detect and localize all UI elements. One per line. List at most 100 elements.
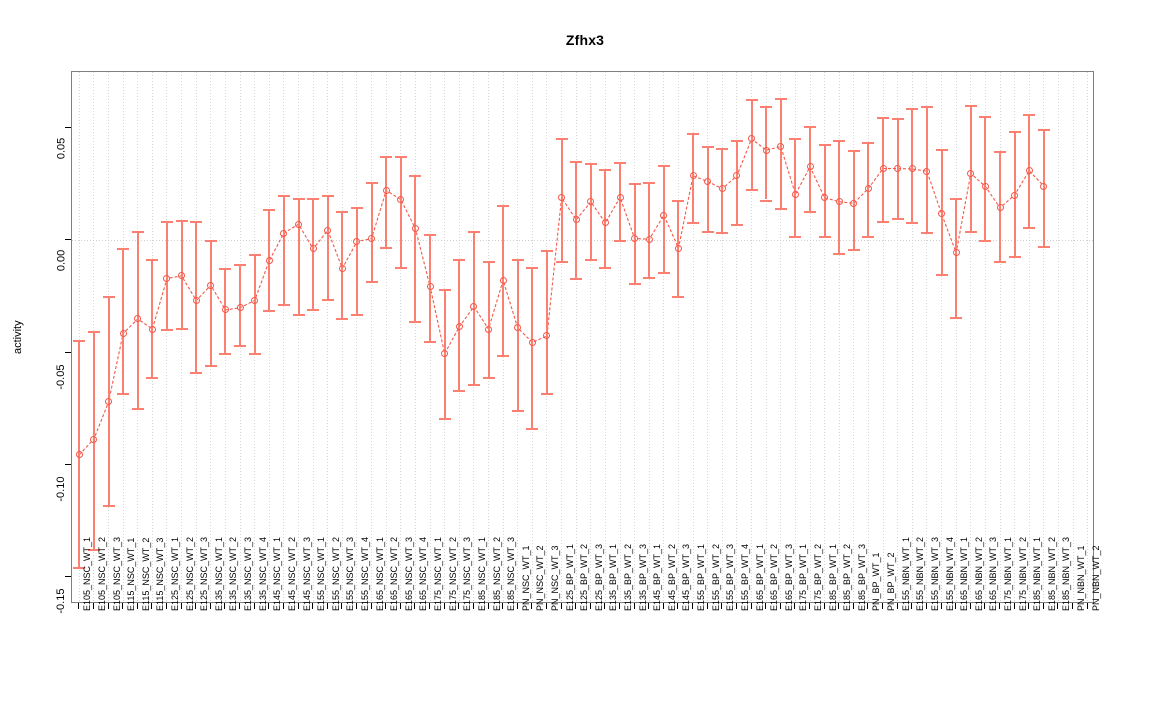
data-point[interactable] xyxy=(382,187,390,195)
data-point[interactable] xyxy=(704,178,712,186)
error-bar-cap-lower xyxy=(248,353,261,356)
data-point[interactable] xyxy=(397,196,405,203)
x-axis-tick-label: E115_NSC_WT_3 xyxy=(155,537,166,611)
error-bar-cap-upper xyxy=(672,199,685,202)
data-point[interactable] xyxy=(981,182,989,190)
data-point[interactable] xyxy=(324,226,332,234)
data-point[interactable] xyxy=(879,165,887,173)
data-point[interactable] xyxy=(938,210,946,218)
x-axis-tick xyxy=(677,603,679,609)
data-point[interactable] xyxy=(411,225,419,233)
data-point[interactable] xyxy=(265,257,273,265)
data-point[interactable] xyxy=(426,282,434,290)
grid-line-vertical xyxy=(268,72,270,602)
data-point[interactable] xyxy=(835,198,843,206)
error-bar xyxy=(516,258,519,410)
error-bar-cap-upper xyxy=(380,155,393,158)
x-axis-tick xyxy=(648,603,650,609)
x-axis-tick xyxy=(78,603,80,609)
x-axis-tick xyxy=(268,603,270,609)
data-point[interactable] xyxy=(338,264,346,272)
error-bar xyxy=(735,139,738,225)
data-point[interactable] xyxy=(821,194,829,202)
error-bar-cap-lower xyxy=(453,389,466,392)
data-point[interactable] xyxy=(75,451,83,459)
data-point[interactable] xyxy=(1011,191,1019,199)
data-point[interactable] xyxy=(543,332,551,340)
data-point[interactable] xyxy=(309,245,317,253)
data-point[interactable] xyxy=(368,235,376,243)
data-point[interactable] xyxy=(134,315,142,323)
x-axis-tick-label: E155_NBN_WT_1 xyxy=(900,536,911,611)
x-axis-tick-label: E185_NBN_WT_3 xyxy=(1061,536,1072,611)
error-bar xyxy=(297,198,300,315)
error-bar xyxy=(341,211,344,318)
data-point[interactable] xyxy=(660,211,668,219)
error-bar xyxy=(604,168,607,267)
data-point[interactable] xyxy=(996,204,1004,212)
data-point[interactable] xyxy=(105,398,113,406)
data-point[interactable] xyxy=(791,190,799,198)
data-point[interactable] xyxy=(295,220,303,228)
data-point[interactable] xyxy=(718,185,726,193)
error-bar-cap-upper xyxy=(102,296,115,299)
data-point[interactable] xyxy=(514,324,522,332)
data-point[interactable] xyxy=(558,194,566,202)
data-point[interactable] xyxy=(616,193,624,201)
x-axis-tick-label: E145_NSC_WT_2 xyxy=(286,536,297,611)
data-point[interactable] xyxy=(455,323,463,331)
data-point[interactable] xyxy=(645,235,653,243)
data-point[interactable] xyxy=(850,199,858,207)
data-point[interactable] xyxy=(967,169,975,177)
data-point[interactable] xyxy=(485,325,492,333)
data-point[interactable] xyxy=(499,276,507,284)
data-point[interactable] xyxy=(689,172,697,180)
data-point[interactable] xyxy=(748,135,756,143)
data-point[interactable] xyxy=(148,325,156,333)
data-point[interactable] xyxy=(777,143,785,151)
data-point[interactable] xyxy=(221,306,229,314)
data-point[interactable] xyxy=(601,219,609,227)
data-point[interactable] xyxy=(1025,167,1033,175)
x-axis-tick xyxy=(326,603,328,609)
grid-line-vertical xyxy=(400,72,402,602)
data-point[interactable] xyxy=(572,216,580,224)
data-point[interactable] xyxy=(1040,182,1048,190)
data-point[interactable] xyxy=(631,235,639,243)
data-point[interactable] xyxy=(470,303,478,311)
data-point[interactable] xyxy=(674,244,682,252)
data-point[interactable] xyxy=(952,249,960,257)
data-point[interactable] xyxy=(864,184,872,192)
data-point[interactable] xyxy=(163,275,171,282)
data-point[interactable] xyxy=(236,304,244,312)
data-point[interactable] xyxy=(251,297,259,304)
data-point[interactable] xyxy=(762,146,770,154)
data-point[interactable] xyxy=(923,167,931,175)
data-point[interactable] xyxy=(587,198,595,206)
data-point[interactable] xyxy=(441,350,449,358)
grid-line-vertical xyxy=(634,72,636,602)
data-point[interactable] xyxy=(90,435,98,443)
data-point[interactable] xyxy=(353,237,361,245)
data-point[interactable] xyxy=(733,172,741,180)
x-axis-tick xyxy=(619,603,621,609)
data-point[interactable] xyxy=(192,297,200,304)
data-point[interactable] xyxy=(908,165,916,173)
data-point[interactable] xyxy=(528,338,536,346)
error-bar-cap-upper xyxy=(760,106,773,109)
error-bar xyxy=(589,162,592,259)
grid-line-vertical xyxy=(371,72,373,602)
x-axis-tick-label: E135_NSC_WT_3 xyxy=(243,536,254,611)
x-axis-tick-label: PN_BP_WT_1 xyxy=(871,552,882,611)
data-point[interactable] xyxy=(894,165,902,173)
data-point[interactable] xyxy=(119,330,127,337)
data-point[interactable] xyxy=(806,163,814,171)
x-axis-tick xyxy=(662,603,664,609)
x-axis-tick-label: E175_NSC_WT_1 xyxy=(433,536,444,611)
data-point[interactable] xyxy=(280,229,288,237)
data-point[interactable] xyxy=(178,272,186,280)
x-axis-tick-label: E185_NBN_WT_2 xyxy=(1046,536,1057,611)
x-axis-tick xyxy=(502,603,504,609)
data-point[interactable] xyxy=(207,281,215,289)
x-axis-tick xyxy=(838,603,840,609)
